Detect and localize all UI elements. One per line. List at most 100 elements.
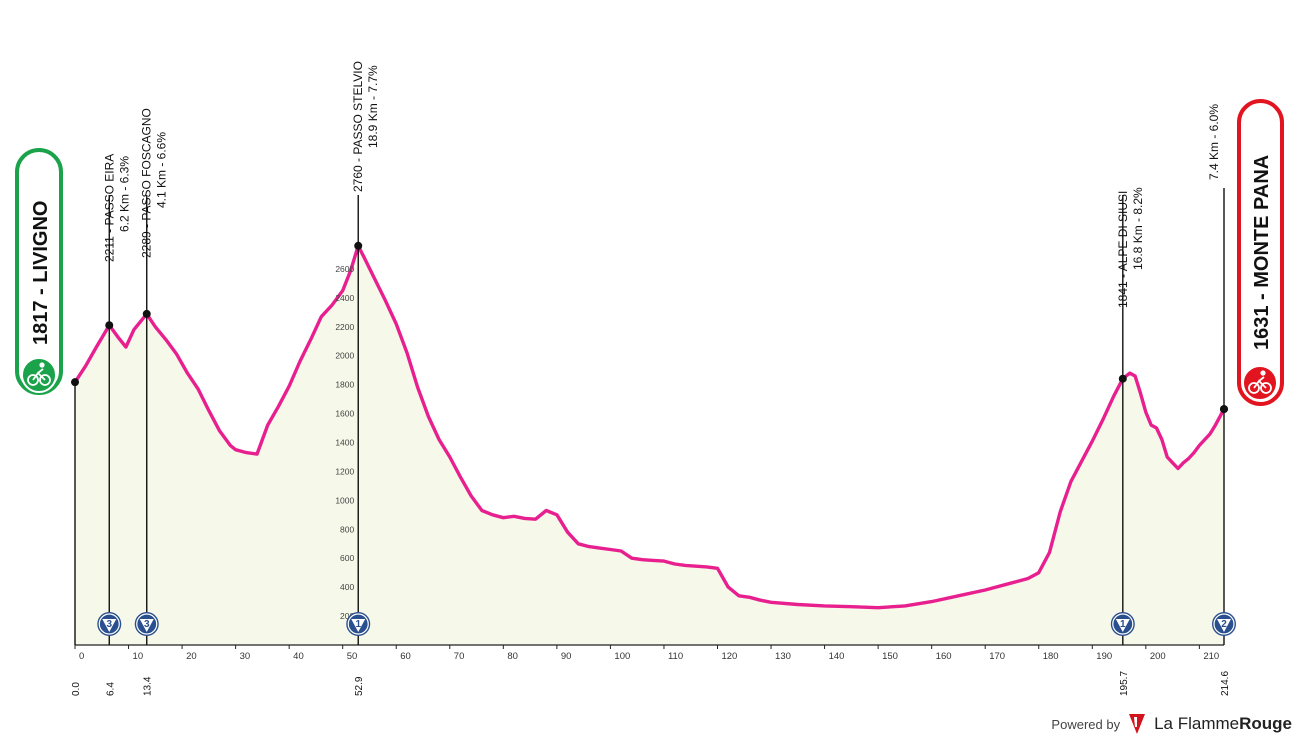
cyclist-head xyxy=(39,362,45,368)
footer-credit: Powered by La FlammeRouge xyxy=(1051,711,1292,737)
brand-light: La Flamme xyxy=(1154,714,1240,733)
badge-ring xyxy=(98,613,120,635)
x-tick-label: 200 xyxy=(1150,651,1166,662)
cyclist-frame xyxy=(32,368,46,381)
finish-dot xyxy=(1220,405,1228,414)
x-tick-label: 210 xyxy=(1203,651,1219,662)
climb-stats-label: 7.4 Km - 6.0% xyxy=(1207,104,1221,180)
climb-km-label: 52.9 xyxy=(354,676,365,696)
climb-name-label: 1841 - ALPE DI SIUSI xyxy=(1116,191,1130,308)
climb-name-label: 2211 - PASSO EIRA xyxy=(102,154,116,262)
climb-stats-label: 16.8 Km - 8.2% xyxy=(1131,187,1145,270)
badge-triangle-icon xyxy=(139,619,154,632)
y-tick-label: 1000 xyxy=(335,495,354,505)
climb-summit-dot xyxy=(142,309,151,318)
finish-km-label: 214.6 xyxy=(1220,671,1231,696)
climb-summit-dot xyxy=(105,321,114,330)
y-tick-label: 2400 xyxy=(335,293,354,303)
flamme-rouge-logo-icon xyxy=(1129,714,1146,734)
x-tick-label: 60 xyxy=(400,651,411,662)
x-tick-label: 70 xyxy=(454,651,465,662)
climb-summit-dot xyxy=(354,241,363,250)
x-tick-label: 190 xyxy=(1096,651,1112,662)
marker-layer: 3 3 1 1 2 xyxy=(15,99,1284,645)
x-tick-label: 160 xyxy=(936,651,952,662)
profile-area-fill xyxy=(75,245,1224,646)
x-tick-label: 170 xyxy=(989,651,1005,662)
x-tick-label: 0 xyxy=(79,651,84,662)
badge-category: 3 xyxy=(106,619,112,630)
badge-category: 2 xyxy=(1221,619,1227,630)
climb-category-badge: 3 xyxy=(134,612,159,636)
profile-area-layer xyxy=(73,244,1226,646)
cyclist-wheel-front xyxy=(1260,382,1272,394)
cyclist-wheel-rear xyxy=(27,374,39,386)
brand-bold: Rouge xyxy=(1239,714,1292,733)
badge-triangle-icon xyxy=(1217,619,1231,632)
finish-cyclist-icon xyxy=(1242,365,1278,401)
cyclist-head xyxy=(1260,370,1266,376)
x-tick-label: 150 xyxy=(882,651,898,662)
climb-name-label: 2760 - PASSO STELVIO xyxy=(351,61,365,192)
x-tick-label: 50 xyxy=(347,651,358,662)
x-tick-label: 110 xyxy=(668,651,683,662)
climb-km-label: 195.7 xyxy=(1119,671,1130,696)
y-tick-label: 1200 xyxy=(335,466,354,476)
y-tick-label: 2000 xyxy=(335,351,354,361)
start-km-label: 0.0 xyxy=(71,682,82,696)
y-tick-label: 200 xyxy=(340,611,354,621)
x-tick-label: 30 xyxy=(240,651,251,662)
badge-triangle-icon xyxy=(1115,619,1130,632)
climb-km-label: 13.4 xyxy=(143,676,154,696)
x-tick-label: 20 xyxy=(186,651,197,662)
badge-category: 1 xyxy=(1120,619,1126,630)
climb-stats-label: 18.9 Km - 7.7% xyxy=(366,65,380,148)
cyclist-wheel-rear xyxy=(1248,382,1260,394)
badge-triangle-icon xyxy=(102,619,117,632)
y-tick-label: 400 xyxy=(340,582,354,592)
climb-category-badge: 3 xyxy=(97,612,122,636)
y-tick-label: 1800 xyxy=(335,380,354,390)
climb-category-badge: 1 xyxy=(1110,612,1135,636)
badge-ring xyxy=(1112,613,1134,635)
y-tick-label: 600 xyxy=(340,553,354,563)
y-tick-label: 1400 xyxy=(335,438,354,448)
x-tick-label: 120 xyxy=(721,651,737,662)
badge-category: 1 xyxy=(355,619,361,630)
profile-line xyxy=(73,244,1226,610)
badge-triangle-icon xyxy=(351,619,366,632)
y-tick-label: 800 xyxy=(340,524,354,534)
climb-name-label: 2289 - PASSO FOSCAGNO xyxy=(140,108,154,258)
x-tick-label: 130 xyxy=(775,651,791,662)
brand-name: La FlammeRouge xyxy=(1154,714,1292,734)
y-tick-label: 2200 xyxy=(335,322,354,332)
cyclist-frame xyxy=(1253,376,1267,389)
x-tick-label: 10 xyxy=(133,651,144,662)
powered-by-text: Powered by xyxy=(1051,716,1121,732)
badge-ring xyxy=(1213,613,1235,635)
badge-ring xyxy=(136,613,158,635)
badge-ring xyxy=(347,613,369,635)
x-tick-label: 180 xyxy=(1043,651,1059,662)
climb-summit-dot xyxy=(1118,374,1127,383)
label-layer: 6.4 13.4 52.9 195.7 2211 - PASSO EIRA 6.2 Km … xyxy=(30,61,1273,696)
finish-badge-frame xyxy=(1237,99,1284,406)
x-tick-label: 90 xyxy=(561,651,572,662)
finish-badge xyxy=(1237,99,1284,406)
x-tick-label: 100 xyxy=(614,651,630,662)
y-tick-label: 1600 xyxy=(335,409,354,419)
finish-label: 1631 - MONTE PANA xyxy=(1251,155,1273,350)
climb-category-badge: 2 xyxy=(1212,612,1236,636)
axis-layer: 2004006008001000120014001600180020002200… xyxy=(74,264,1224,662)
x-tick-label: 80 xyxy=(507,651,518,662)
y-tick-label: 2600 xyxy=(335,264,354,274)
badge-category: 3 xyxy=(144,619,150,630)
climb-category-badge: 1 xyxy=(346,612,371,636)
climb-stats-label: 6.2 Km - 6.3% xyxy=(117,156,131,232)
start-label: 1817 - LIVIGNO xyxy=(30,201,52,346)
climb-km-label: 6.4 xyxy=(105,682,116,696)
x-tick-label: 140 xyxy=(829,651,845,662)
climb-stats-label: 4.1 Km - 6.6% xyxy=(155,132,169,208)
cyclist-wheel-front xyxy=(39,374,51,386)
